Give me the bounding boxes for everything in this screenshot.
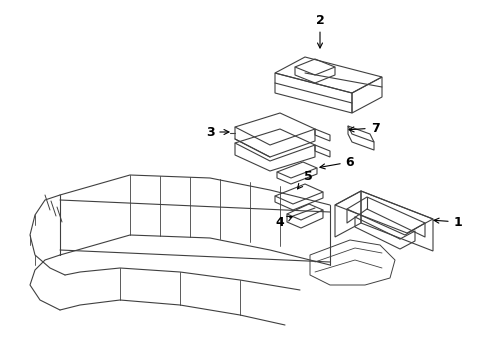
Text: 5: 5 (297, 170, 313, 189)
Text: 4: 4 (275, 216, 293, 229)
Text: 7: 7 (349, 122, 379, 135)
Text: 3: 3 (206, 126, 229, 139)
Text: 2: 2 (316, 13, 324, 48)
Text: 6: 6 (320, 156, 354, 169)
Text: 1: 1 (434, 216, 463, 229)
